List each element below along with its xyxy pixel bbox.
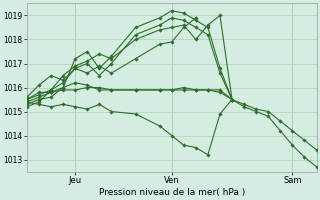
X-axis label: Pression niveau de la mer( hPa ): Pression niveau de la mer( hPa ): [99, 188, 245, 197]
